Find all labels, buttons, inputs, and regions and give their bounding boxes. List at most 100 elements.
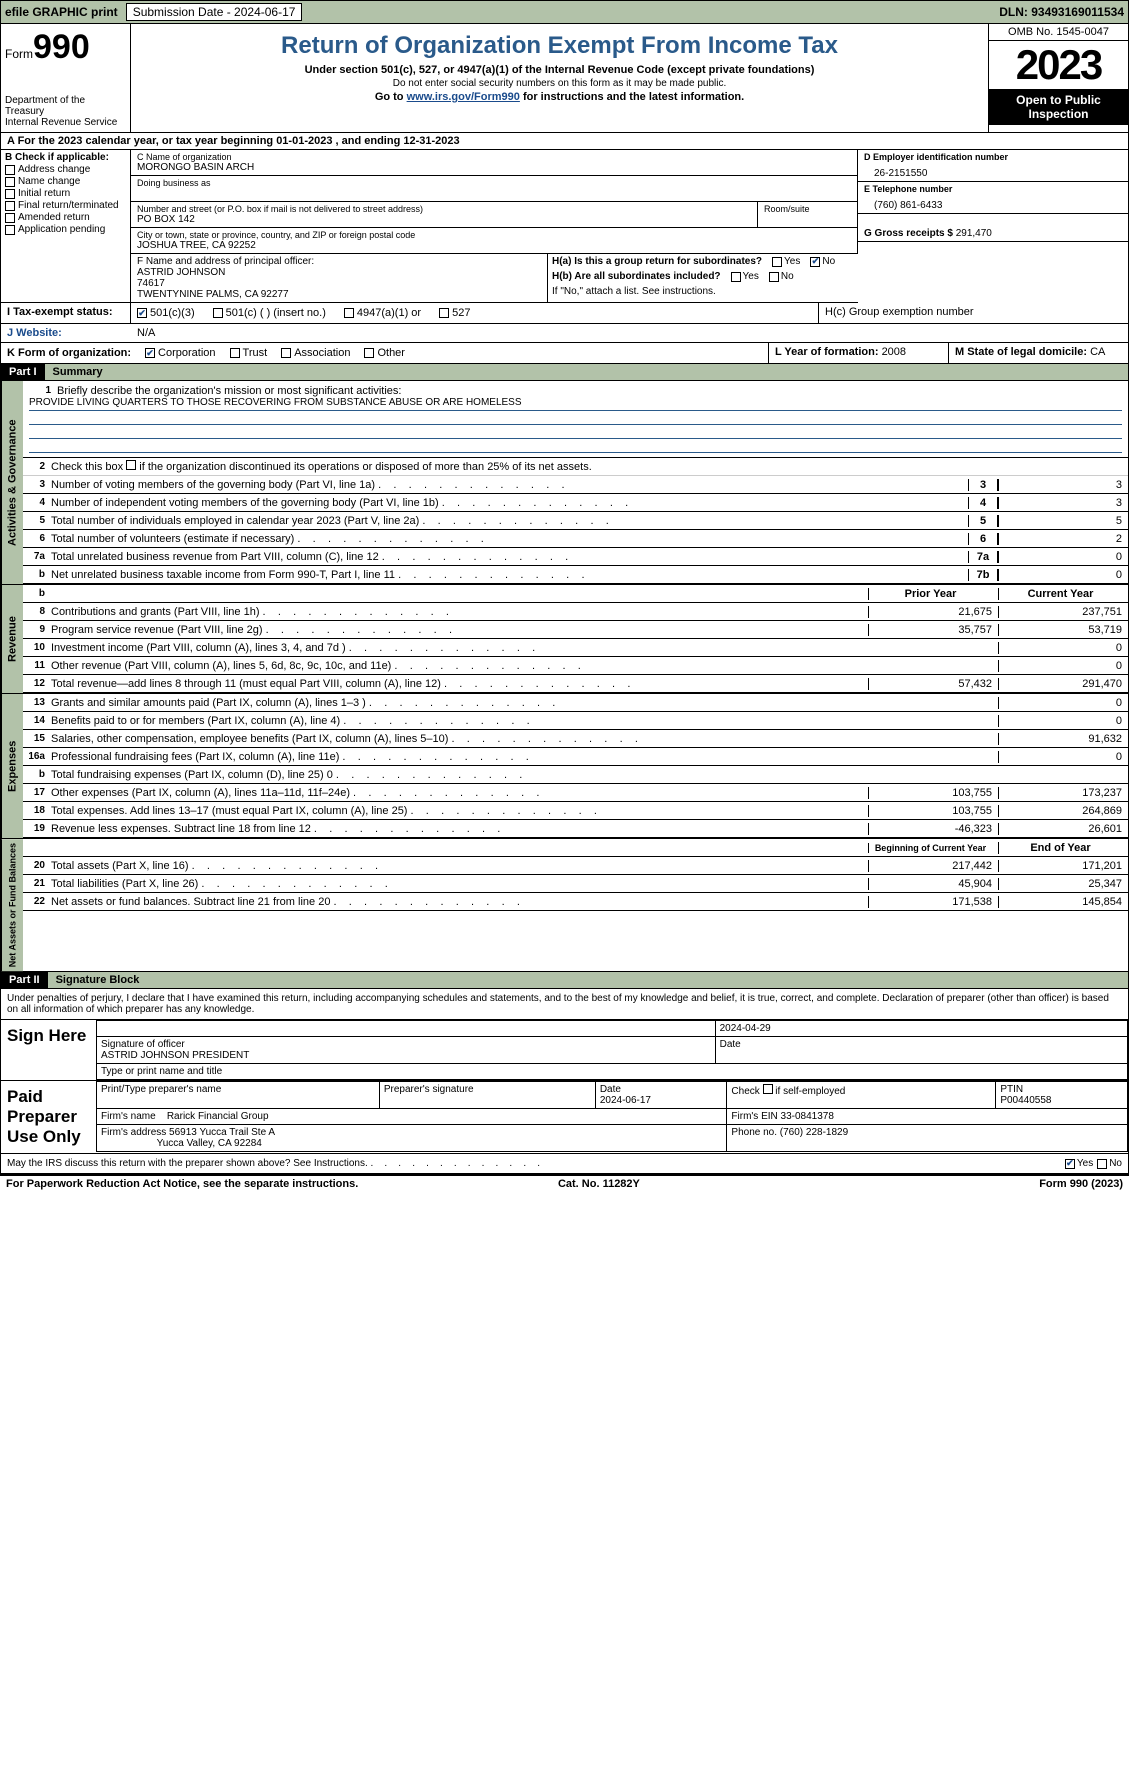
gross-label: G Gross receipts $ [864, 228, 956, 239]
chk-address-change[interactable] [5, 165, 15, 175]
current-value: 0 [998, 751, 1128, 763]
line-value: 2 [998, 533, 1128, 545]
part2-badge: Part II [1, 972, 48, 988]
preparer-name-hdr: Print/Type preparer's name [97, 1082, 380, 1109]
pra-notice: For Paperwork Reduction Act Notice, see … [6, 1178, 358, 1190]
chk-trust[interactable] [230, 348, 240, 358]
topbar: efile GRAPHIC print Submission Date - 20… [0, 0, 1129, 24]
line-box: 7a [968, 551, 998, 563]
ha-no[interactable] [810, 257, 820, 267]
org-name: MORONGO BASIN ARCH [137, 162, 851, 173]
officer-label: F Name and address of principal officer: [137, 256, 541, 267]
line-text: Total unrelated business revenue from Pa… [51, 551, 968, 563]
dln: DLN: 93493169011534 [999, 5, 1124, 19]
firm-phone: (760) 228-1829 [780, 1127, 848, 1138]
prior-value: 171,538 [868, 896, 998, 908]
line-text: Investment income (Part VIII, column (A)… [51, 642, 868, 654]
line-text: Program service revenue (Part VIII, line… [51, 624, 868, 636]
prior-value: 217,442 [868, 860, 998, 872]
current-value: 91,632 [998, 733, 1128, 745]
gross-value: 291,470 [956, 228, 992, 239]
org-name-label: C Name of organization [137, 152, 851, 162]
box-b-title: B Check if applicable: [5, 152, 126, 163]
part1-title: Summary [45, 364, 1128, 380]
line-text: Revenue less expenses. Subtract line 18 … [51, 823, 868, 835]
form-subtitle: Under section 501(c), 527, or 4947(a)(1)… [139, 64, 980, 76]
prep-date-hdr: Date [600, 1084, 621, 1095]
line-text: Grants and similar amounts paid (Part IX… [51, 697, 868, 709]
efile-label[interactable]: efile GRAPHIC print [5, 5, 118, 19]
hb-yes[interactable] [731, 272, 741, 282]
current-value: 25,347 [998, 878, 1128, 890]
line-text: Total fundraising expenses (Part IX, col… [51, 769, 868, 781]
room-label: Room/suite [764, 204, 851, 214]
mission-text: PROVIDE LIVING QUARTERS TO THOSE RECOVER… [29, 397, 1122, 411]
chk-self-employed[interactable] [763, 1084, 773, 1094]
chk-501c3[interactable] [137, 308, 147, 318]
ptin-hdr: PTIN [1000, 1084, 1023, 1095]
part2-title: Signature Block [48, 972, 1128, 988]
chk-app-pending[interactable] [5, 225, 15, 235]
chk-501c[interactable] [213, 308, 223, 318]
chk-discontinued[interactable] [126, 460, 136, 470]
chk-assoc[interactable] [281, 348, 291, 358]
line-text: Total number of individuals employed in … [51, 515, 968, 527]
tax-year: 2023 [989, 41, 1128, 89]
sign-here-label: Sign Here [1, 1020, 96, 1080]
row-k: K Form of organization: Corporation Trus… [0, 343, 1129, 364]
line-text: Number of voting members of the governin… [51, 479, 968, 491]
chk-amended[interactable] [5, 213, 15, 223]
officer-addr2: TWENTYNINE PALMS, CA 92277 [137, 289, 541, 300]
hb-no[interactable] [769, 272, 779, 282]
type-name-label: Type or print name and title [97, 1064, 1128, 1080]
discuss-no[interactable] [1097, 1159, 1107, 1169]
ha-label: H(a) Is this a group return for subordin… [552, 256, 762, 267]
end-year-header: End of Year [998, 842, 1128, 854]
part1-header: Part I Summary [0, 364, 1129, 381]
current-value: 0 [998, 697, 1128, 709]
chk-other[interactable] [364, 348, 374, 358]
prior-value: 45,904 [868, 878, 998, 890]
prior-value: 103,755 [868, 805, 998, 817]
year-formation: 2008 [882, 346, 906, 358]
line-box: 3 [968, 479, 998, 491]
firm-name-label: Firm's name [101, 1111, 156, 1122]
hc-label: H(c) Group exemption number [818, 303, 1128, 323]
part1-badge: Part I [1, 364, 45, 380]
current-value: 171,201 [998, 860, 1128, 872]
tax-exempt-label: I Tax-exempt status: [1, 303, 131, 323]
irs-label: Internal Revenue Service [5, 117, 126, 128]
addr-label: Number and street (or P.O. box if mail i… [137, 204, 751, 214]
firm-addr-label: Firm's address [101, 1127, 169, 1138]
line-text: Total assets (Part X, line 16) [51, 860, 868, 872]
line-value: 5 [998, 515, 1128, 527]
discuss-text: May the IRS discuss this return with the… [7, 1158, 540, 1169]
chk-name-change[interactable] [5, 177, 15, 187]
expenses-section: Expenses 13Grants and similar amounts pa… [0, 694, 1129, 839]
chk-527[interactable] [439, 308, 449, 318]
current-value: 237,751 [998, 606, 1128, 618]
chk-corp[interactable] [145, 348, 155, 358]
form-title: Return of Organization Exempt From Incom… [139, 32, 980, 60]
line-value: 3 [998, 479, 1128, 491]
entity-block: B Check if applicable: Address change Na… [0, 150, 1129, 303]
page-footer: For Paperwork Reduction Act Notice, see … [0, 1174, 1129, 1192]
line-text: Benefits paid to or for members (Part IX… [51, 715, 868, 727]
current-value: 53,719 [998, 624, 1128, 636]
domicile-state: CA [1090, 346, 1105, 358]
chk-initial-return[interactable] [5, 189, 15, 199]
hb-note: If "No," attach a list. See instructions… [548, 284, 858, 299]
line-text: Other expenses (Part IX, column (A), lin… [51, 787, 868, 799]
current-value: 145,854 [998, 896, 1128, 908]
line-text: Salaries, other compensation, employee b… [51, 733, 868, 745]
chk-4947[interactable] [344, 308, 354, 318]
sign-here-block: Sign Here 2024-04-29 Signature of office… [0, 1020, 1129, 1081]
discuss-yes[interactable] [1065, 1159, 1075, 1169]
chk-final-return[interactable] [5, 201, 15, 211]
line-text: Total liabilities (Part X, line 26) [51, 878, 868, 890]
line-text: Professional fundraising fees (Part IX, … [51, 751, 868, 763]
preparer-sig-hdr: Preparer's signature [379, 1082, 595, 1109]
officer-addr1: 74617 [137, 278, 541, 289]
ha-yes[interactable] [772, 257, 782, 267]
irs-gov-link[interactable]: www.irs.gov/Form990 [407, 91, 520, 103]
